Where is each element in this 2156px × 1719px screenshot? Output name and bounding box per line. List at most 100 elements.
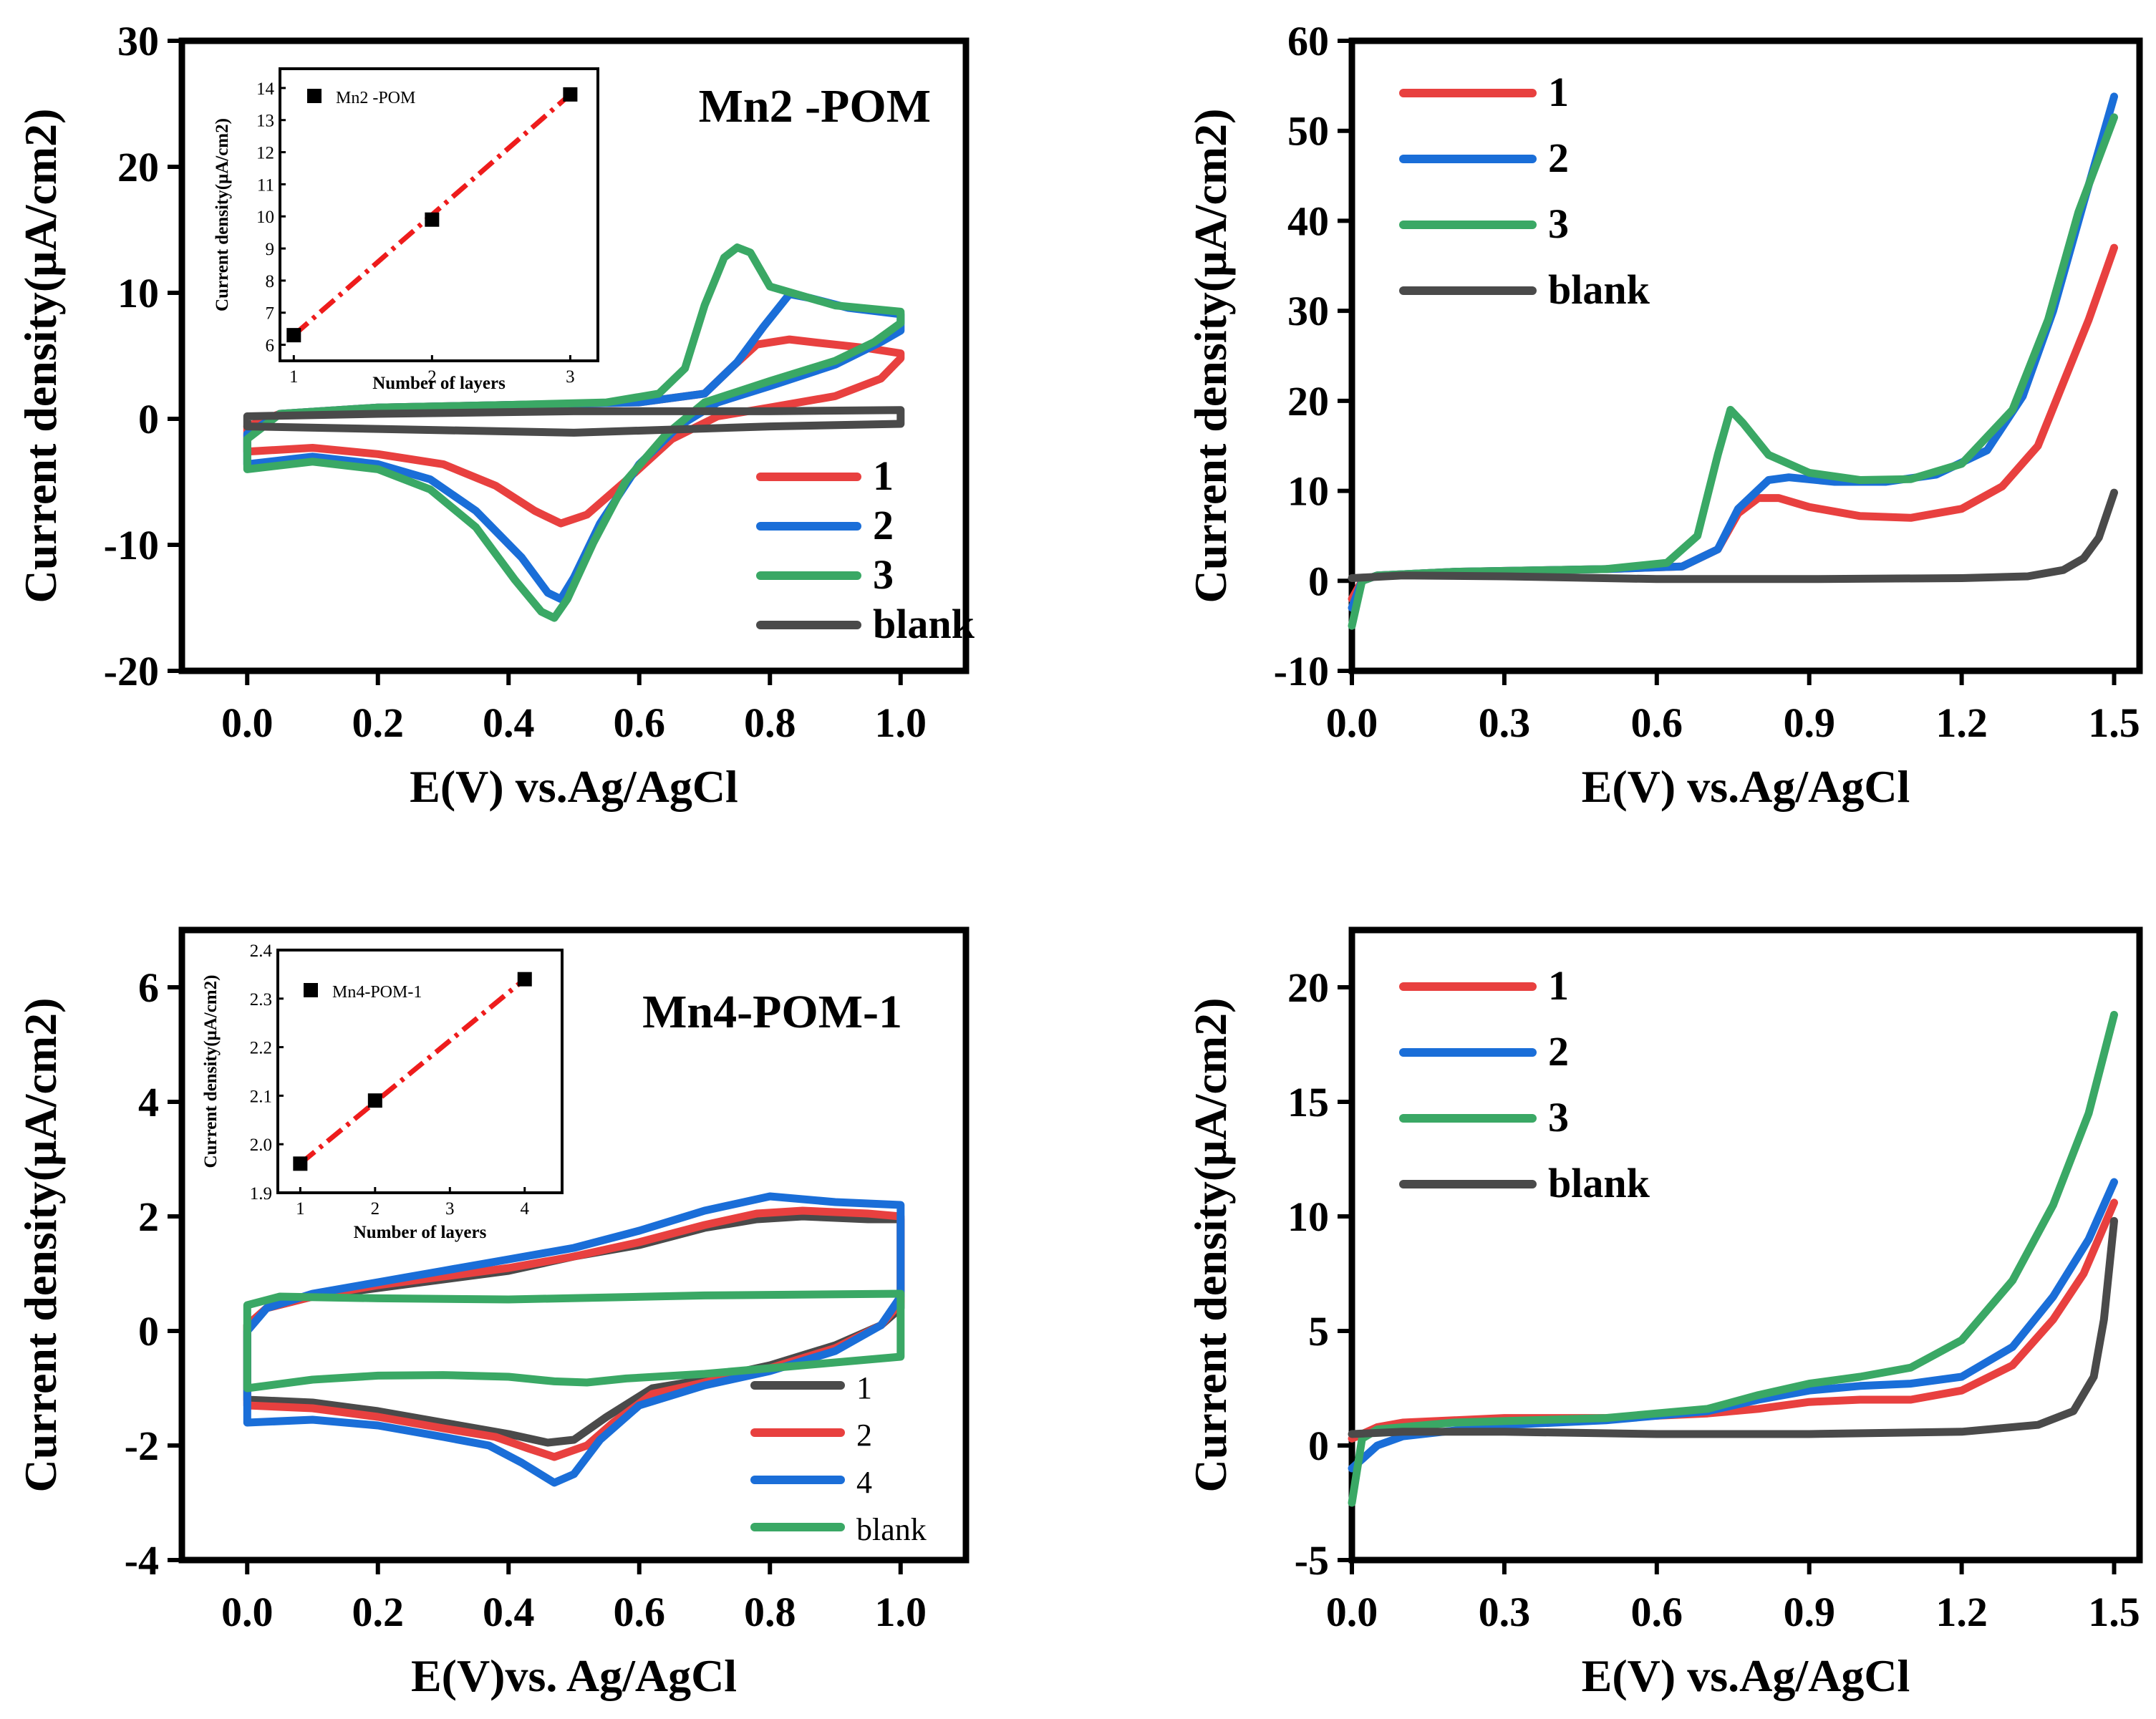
series-line-blank — [243, 1289, 905, 1393]
x-tick-label: 0.9 — [1783, 1589, 1835, 1635]
y-tick-label: 0 — [138, 1308, 159, 1355]
inset-y-tick-label: 11 — [257, 175, 274, 195]
legend-label: 1 — [856, 1370, 872, 1405]
x-tick-label: 1.5 — [2088, 699, 2140, 746]
y-tick-label: -5 — [1295, 1537, 1329, 1584]
y-tick-label: -10 — [104, 522, 159, 568]
inset-y-tick-label: 2.3 — [250, 990, 272, 1009]
legend-label: 2 — [1548, 135, 1569, 181]
y-tick-label: 4 — [138, 1079, 159, 1125]
plot-frame — [1348, 37, 2143, 674]
inset-chart: 1 2 3 4 1.9 2.0 2.1 2.2 2.3 2.4 Number of layers Cu… — [201, 941, 564, 1242]
inset-y-tick-label: 14 — [256, 79, 275, 99]
y-tick-label: 0 — [1308, 1423, 1329, 1469]
legend-label: blank — [1548, 266, 1650, 313]
x-tick-label: 0.2 — [352, 1589, 405, 1635]
series-line-blank — [1348, 1216, 2118, 1438]
legend-label: 2 — [873, 502, 894, 548]
legend-label: 1 — [1548, 962, 1569, 1009]
x-tick-label: 0.8 — [744, 1589, 796, 1635]
x-tick-label: 1.0 — [875, 699, 927, 746]
plot-frame — [1348, 926, 2143, 1564]
x-tick-label: 0.6 — [1631, 699, 1683, 746]
inset-x-tick-label: 3 — [566, 367, 575, 387]
inset-y-axis-label: Current density(μA/cm2) — [213, 118, 232, 311]
legend-label: blank — [856, 1512, 927, 1547]
inset-point — [563, 87, 578, 102]
legend: 1 2 4 blank — [750, 1370, 927, 1547]
inset-y-tick-label: 2.1 — [250, 1087, 272, 1106]
panel-d: 0.0 0.3 0.6 0.9 1.2 1.5 -5 0 5 10 15 20 E(V) vs.Ag/A… — [1185, 926, 2143, 1701]
series-line-blank — [243, 406, 905, 437]
x-tick-label: 1.0 — [875, 1589, 927, 1635]
x-axis-label: E(V) vs.Ag/AgCl — [1582, 761, 1910, 812]
plot-frame — [178, 926, 970, 1564]
inset-y-tick-label: 10 — [256, 208, 274, 227]
series-line-3 — [1348, 113, 2118, 630]
inset-y-tick-label: 9 — [266, 240, 275, 259]
inset-point — [425, 212, 440, 227]
y-tick-label: 5 — [1308, 1308, 1329, 1355]
legend-label: 1 — [1548, 69, 1569, 115]
legend-label: blank — [873, 601, 975, 647]
series-line-blank — [1348, 488, 2118, 584]
legend-label: 3 — [873, 551, 894, 598]
y-axis-label: Current density(μA/cm2) — [15, 998, 66, 1493]
inset-y-axis-label: Current density(μA/cm2) — [201, 975, 221, 1168]
panel-a: 0.0 0.2 0.4 0.6 0.8 1.0 -20 -10 0 10 20 30 E(V) vs.A… — [15, 18, 975, 812]
legend-label: 3 — [1548, 1094, 1569, 1141]
inset-legend-marker — [307, 89, 322, 103]
x-axis-label: E(V)vs. Ag/AgCl — [411, 1650, 737, 1701]
inset-x-tick-label: 1 — [289, 367, 299, 387]
series-line-2 — [1348, 92, 2118, 612]
y-tick-label: 20 — [1287, 964, 1329, 1011]
inset-y-tick-label: 1.9 — [250, 1184, 272, 1204]
inset-y-tick-label: 12 — [256, 144, 274, 163]
inset-y-tick-label: 2.0 — [250, 1135, 272, 1155]
y-tick-label: -20 — [104, 648, 159, 694]
x-tick-label: 0.6 — [614, 1589, 666, 1635]
x-tick-label: 0.2 — [352, 699, 405, 746]
x-tick-label: 0.4 — [483, 1589, 535, 1635]
inset-point — [517, 972, 532, 987]
y-tick-label: 20 — [1287, 378, 1329, 425]
inset-y-tick-label: 2.4 — [250, 941, 273, 961]
legend-label: blank — [1548, 1160, 1650, 1206]
y-tick-label: 6 — [138, 964, 159, 1011]
series-line-3 — [243, 243, 905, 622]
inset-point — [293, 1156, 308, 1171]
inset-x-tick-label: 2 — [371, 1199, 380, 1219]
legend-label: 2 — [856, 1418, 872, 1453]
inset-x-axis-label: Number of layers — [354, 1223, 487, 1242]
y-tick-label: 20 — [117, 144, 159, 190]
y-tick-label: 30 — [117, 18, 159, 64]
inset-y-tick-label: 7 — [266, 304, 275, 324]
y-tick-label: 2 — [138, 1193, 159, 1240]
inset-legend-label: Mn2 -POM — [336, 89, 415, 107]
x-axis-label: E(V) vs.Ag/AgCl — [1582, 1650, 1910, 1701]
panel-b: 0.0 0.3 0.6 0.9 1.2 1.5 -10 0 10 20 30 40 50 60 E(V) v… — [1185, 18, 2143, 812]
legend-label: 1 — [873, 452, 894, 499]
series-line-3 — [1348, 1010, 2118, 1507]
inset-legend-label: Mn4-POM-1 — [332, 983, 422, 1002]
x-axis-label: E(V) vs.Ag/AgCl — [410, 761, 738, 812]
inset-y-tick-label: 13 — [256, 112, 274, 131]
x-tick-label: 0.3 — [1479, 699, 1531, 746]
x-tick-label: 0.6 — [614, 699, 666, 746]
y-axis-label: Current density(μA/cm2) — [1185, 998, 1236, 1493]
y-tick-label: 0 — [1308, 558, 1329, 604]
x-tick-label: 1.2 — [1935, 699, 1988, 746]
y-tick-label: 10 — [1287, 1193, 1329, 1240]
x-tick-label: 0.3 — [1479, 1589, 1531, 1635]
y-tick-label: -10 — [1274, 648, 1329, 694]
inset-frame — [276, 949, 564, 1194]
x-tick-label: 1.2 — [1935, 1589, 1988, 1635]
x-tick-label: 0.8 — [744, 699, 796, 746]
y-tick-label: 0 — [138, 396, 159, 442]
y-tick-label: 30 — [1287, 288, 1329, 334]
y-tick-label: -2 — [125, 1423, 159, 1469]
y-tick-label: 60 — [1287, 18, 1329, 64]
y-tick-label: 15 — [1287, 1079, 1329, 1125]
